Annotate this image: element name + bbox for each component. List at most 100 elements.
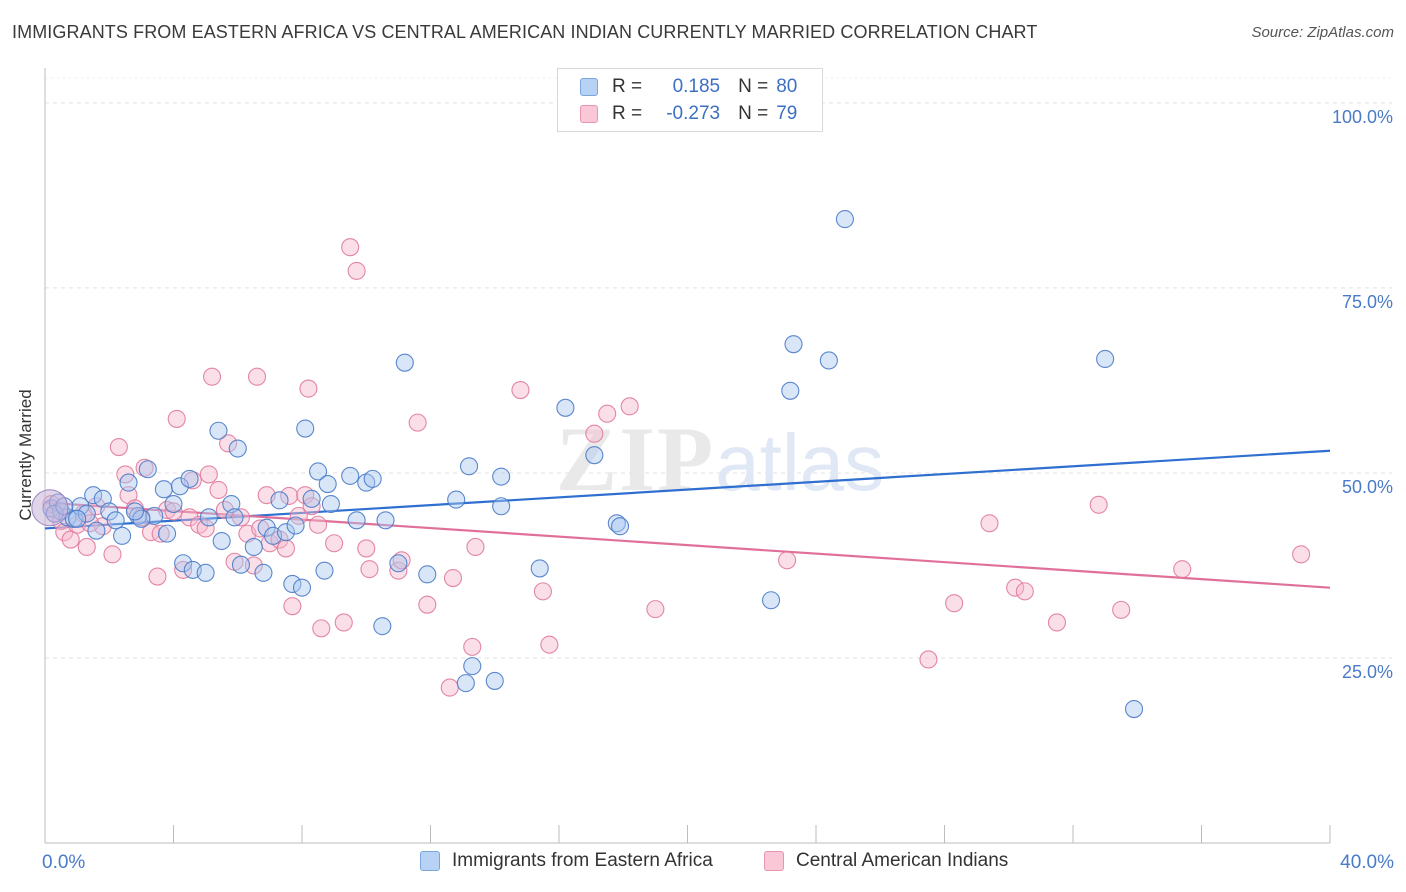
data-point-pink xyxy=(276,539,295,558)
data-point-blue xyxy=(418,565,437,584)
data-point-pink xyxy=(980,514,999,533)
legend-item-central-american-indians: Central American Indians xyxy=(764,850,1008,872)
data-point-blue xyxy=(761,591,781,610)
data-point-pink xyxy=(231,508,251,527)
pink-swatch xyxy=(764,851,784,871)
data-point-pink xyxy=(167,409,186,428)
data-point-blue xyxy=(77,504,96,523)
correlation-legend: R = 0.185 N = 80 R = -0.273 N = 79 xyxy=(557,68,823,132)
data-point-blue xyxy=(610,517,630,536)
data-point-pink xyxy=(109,437,128,457)
data-point-pink xyxy=(103,545,122,564)
data-point-pink xyxy=(247,367,267,386)
data-point-pink xyxy=(360,560,379,579)
data-point-blue xyxy=(463,657,482,676)
data-point-blue xyxy=(309,462,328,481)
trend-line-eastern-africa xyxy=(44,449,1331,530)
data-point-pink xyxy=(299,379,318,398)
data-point-blue xyxy=(530,559,549,578)
legend-row-blue: R = 0.185 N = 80 xyxy=(580,74,797,100)
r-label: R = xyxy=(612,76,643,97)
data-point-pink xyxy=(244,556,263,575)
data-point-blue xyxy=(100,502,119,521)
data-point-pink xyxy=(180,508,199,527)
data-point-blue xyxy=(395,353,414,372)
data-point-blue xyxy=(254,563,273,582)
pink-swatch xyxy=(580,105,598,123)
data-point-blue xyxy=(459,457,479,476)
data-point-pink xyxy=(1112,600,1131,619)
data-point-pink xyxy=(309,515,328,534)
data-point-blue xyxy=(492,497,511,516)
data-point-pink xyxy=(174,560,193,579)
data-point-pink xyxy=(347,261,366,280)
data-point-pink xyxy=(646,600,665,619)
data-point-blue xyxy=(244,537,263,557)
data-point-blue xyxy=(113,526,132,545)
data-point-blue xyxy=(585,446,604,465)
data-point-pink xyxy=(77,537,96,557)
data-point-pink xyxy=(196,519,215,538)
data-point-blue xyxy=(119,473,138,492)
data-point-blue xyxy=(199,508,218,527)
y-tick-label: 25.0% xyxy=(1342,662,1393,682)
y-tick-labels: 100.0% 75.0% 50.0% 25.0% xyxy=(1332,107,1393,682)
data-point-pink xyxy=(199,465,218,484)
data-point-blue xyxy=(607,514,626,533)
data-point-blue xyxy=(276,523,295,542)
n-label: N = xyxy=(738,76,769,97)
data-point-blue xyxy=(376,511,395,530)
data-point-pink xyxy=(443,568,463,588)
data-point-pink xyxy=(418,595,437,614)
data-point-blue xyxy=(784,335,803,354)
data-point-pink xyxy=(209,480,228,500)
n-value: 79 xyxy=(776,103,798,124)
data-point-pink xyxy=(148,567,167,586)
data-point-blue xyxy=(283,574,302,594)
data-point-blue xyxy=(341,466,360,485)
data-point-blue xyxy=(456,674,475,693)
data-point-pink xyxy=(203,367,222,386)
data-point-blue xyxy=(196,563,215,582)
data-point-pink xyxy=(408,413,427,432)
data-point-blue xyxy=(373,617,392,636)
data-point-blue xyxy=(87,521,106,540)
data-point-blue xyxy=(492,467,511,486)
data-point-blue xyxy=(222,494,241,514)
data-point-blue xyxy=(347,511,366,530)
data-point-blue xyxy=(302,489,321,508)
data-point-blue xyxy=(286,516,305,535)
data-point-blue xyxy=(296,419,315,438)
legend-item-eastern-africa: Immigrants from Eastern Africa xyxy=(420,850,713,872)
data-point-blue xyxy=(228,439,247,458)
data-point-pink xyxy=(511,381,530,400)
data-point-pink xyxy=(392,551,411,570)
data-point-blue xyxy=(1124,699,1144,719)
data-point-pink xyxy=(151,524,170,543)
data-point-pink xyxy=(463,637,482,656)
chart-title: IMMIGRANTS FROM EASTERN AFRICA VS CENTRA… xyxy=(12,22,1038,42)
data-point-blue xyxy=(132,509,151,528)
data-point-blue xyxy=(318,474,337,494)
data-point-pink xyxy=(389,561,408,580)
axes xyxy=(44,68,1331,844)
n-label: N = xyxy=(738,103,769,124)
legend-label: Immigrants from Eastern Africa xyxy=(452,850,713,871)
r-value: -0.273 xyxy=(666,103,721,124)
data-point-pink xyxy=(283,597,302,616)
data-point-blue xyxy=(164,494,183,514)
r-value: 0.185 xyxy=(672,76,721,97)
data-point-blue xyxy=(125,502,144,521)
y-tick-label: 50.0% xyxy=(1342,477,1393,497)
data-point-blue xyxy=(485,671,504,690)
data-point-pink xyxy=(1015,582,1034,601)
data-point-blue xyxy=(154,480,173,499)
data-point-pink xyxy=(1292,545,1311,564)
data-point-blue xyxy=(1096,349,1115,369)
data-point-blue xyxy=(270,491,289,510)
data-point-blue xyxy=(321,494,340,514)
data-point-blue xyxy=(180,469,199,488)
data-point-blue xyxy=(209,421,228,440)
data-point-blue xyxy=(819,351,838,370)
